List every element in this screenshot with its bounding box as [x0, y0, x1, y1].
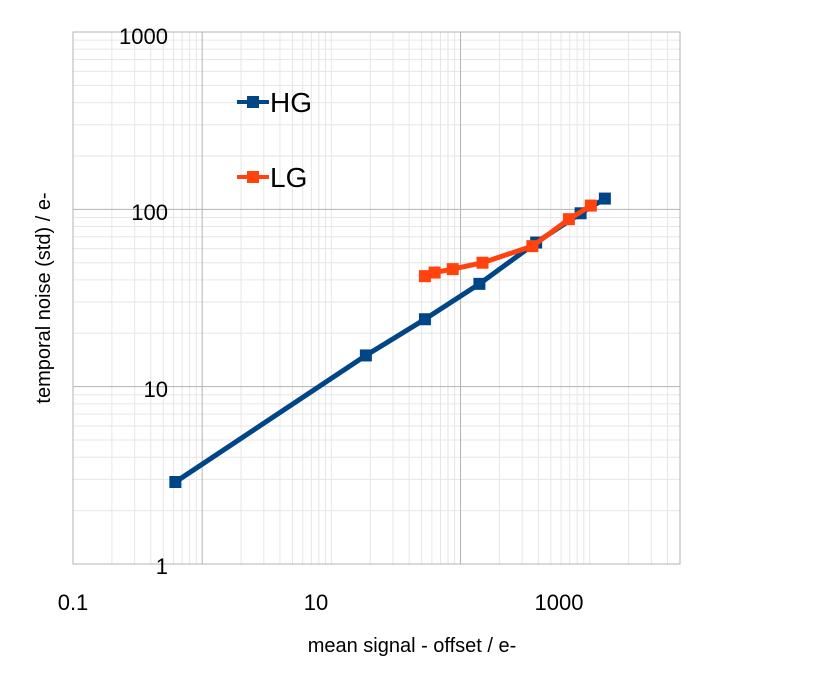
data-point-hg [359, 349, 372, 362]
legend-item-hg: HG [237, 87, 312, 118]
legend: HG LG [237, 87, 312, 193]
y-tick-label-100: 100 [131, 200, 168, 225]
major-gridlines [73, 32, 680, 565]
y-tick-label-1: 1 [156, 554, 168, 579]
legend-swatch-lg-marker [247, 171, 259, 183]
data-point-hg [418, 313, 431, 326]
data-point-hg [598, 192, 611, 205]
data-point-lg [584, 199, 597, 212]
data-point-lg [446, 263, 459, 276]
data-point-lg [418, 270, 431, 283]
y-tick-labels: 1000 100 10 1 [119, 24, 168, 579]
minor-gridlines [72, 32, 681, 564]
x-tick-label-0.1: 0.1 [58, 590, 89, 615]
series-layer [169, 192, 611, 489]
legend-label-lg: LG [270, 162, 307, 193]
x-tick-labels: 0.1 10 1000 [58, 590, 584, 615]
data-point-lg [562, 213, 575, 226]
y-tick-label-10: 10 [144, 377, 168, 402]
x-tick-label-1000: 1000 [535, 590, 584, 615]
data-point-hg [169, 476, 182, 489]
series-lg [418, 199, 597, 283]
y-tick-label-1000: 1000 [119, 24, 168, 49]
y-axis-title: temporal noise (std) / e- [33, 192, 55, 403]
legend-swatch-hg-marker [247, 96, 259, 108]
plot-area-frame [72, 31, 681, 565]
legend-label-hg: HG [270, 87, 312, 118]
x-tick-label-10: 10 [304, 590, 328, 615]
data-point-hg [473, 277, 486, 290]
x-axis-title: mean signal - offset / e- [308, 635, 517, 657]
data-point-lg [476, 256, 489, 269]
data-point-lg [428, 266, 441, 279]
legend-item-lg: LG [237, 162, 307, 193]
data-point-lg [526, 240, 539, 253]
